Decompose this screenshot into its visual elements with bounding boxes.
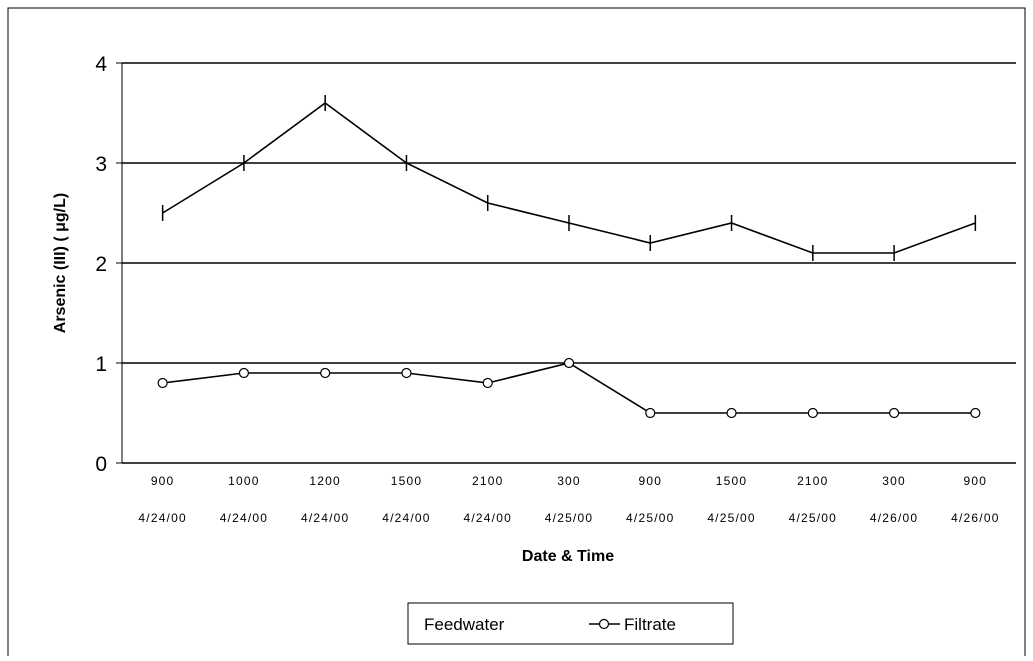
x-tick-label-time: 2100 [472,474,504,488]
filtrate-marker [238,367,250,379]
chart-frame [7,7,1026,661]
y-axis-title: Arsenic (III) ( μg/L) [52,193,69,333]
x-tick-label-time: 1000 [228,474,260,488]
x-tick-label-date: 4/26/00 [951,511,999,525]
x-axis-title: Date & Time [522,548,614,565]
filtrate-marker [888,407,900,419]
x-tick-label-time: 1200 [309,474,341,488]
legend-label-filtrate: Filtrate [624,615,676,634]
y-tick-label: 0 [95,453,107,476]
filtrate-marker [401,367,412,379]
x-tick-label-date: 4/25/00 [626,511,674,525]
x-tick-label-time: 300 [882,474,906,488]
x-tick-label-date: 4/24/00 [138,511,186,525]
x-tick-label-time: 1500 [391,474,423,488]
legend-label-feedwater: Feedwater [424,615,505,634]
filtrate-marker [157,377,168,389]
filtrate-marker [482,377,493,389]
y-tick-label: 3 [95,153,107,176]
y-tick-label: 1 [95,353,107,376]
x-tick-label-time: 900 [638,474,662,488]
filtrate-marker [807,407,818,419]
filtrate-marker [726,407,737,419]
x-tick-label-date: 4/26/00 [870,511,918,525]
x-tick-label-time: 2100 [797,474,829,488]
x-tick-label-date: 4/24/00 [382,511,430,525]
x-tick-label-time: 900 [964,474,988,488]
x-tick-label-time: 900 [151,474,175,488]
x-tick-label-date: 4/24/00 [464,511,512,525]
y-tick-label: 2 [95,253,107,276]
filtrate-marker [645,407,656,419]
x-tick-label-date: 4/25/00 [789,511,837,525]
x-tick-label-date: 4/25/00 [707,511,755,525]
legend-box [407,602,734,645]
filtrate-marker [320,367,331,379]
x-tick-label-time: 300 [557,474,581,488]
x-tick-label-date: 4/24/00 [301,511,349,525]
filtrate-marker [563,357,575,369]
y-tick-label: 4 [95,53,107,76]
legend-marker-filtrate [598,618,610,630]
x-tick-label-time: 1500 [716,474,748,488]
x-tick-label-date: 4/25/00 [545,511,593,525]
legend: Feedwater Filtrate [407,602,734,645]
filtrate-marker [970,407,981,419]
x-tick-label-date: 4/24/00 [220,511,268,525]
